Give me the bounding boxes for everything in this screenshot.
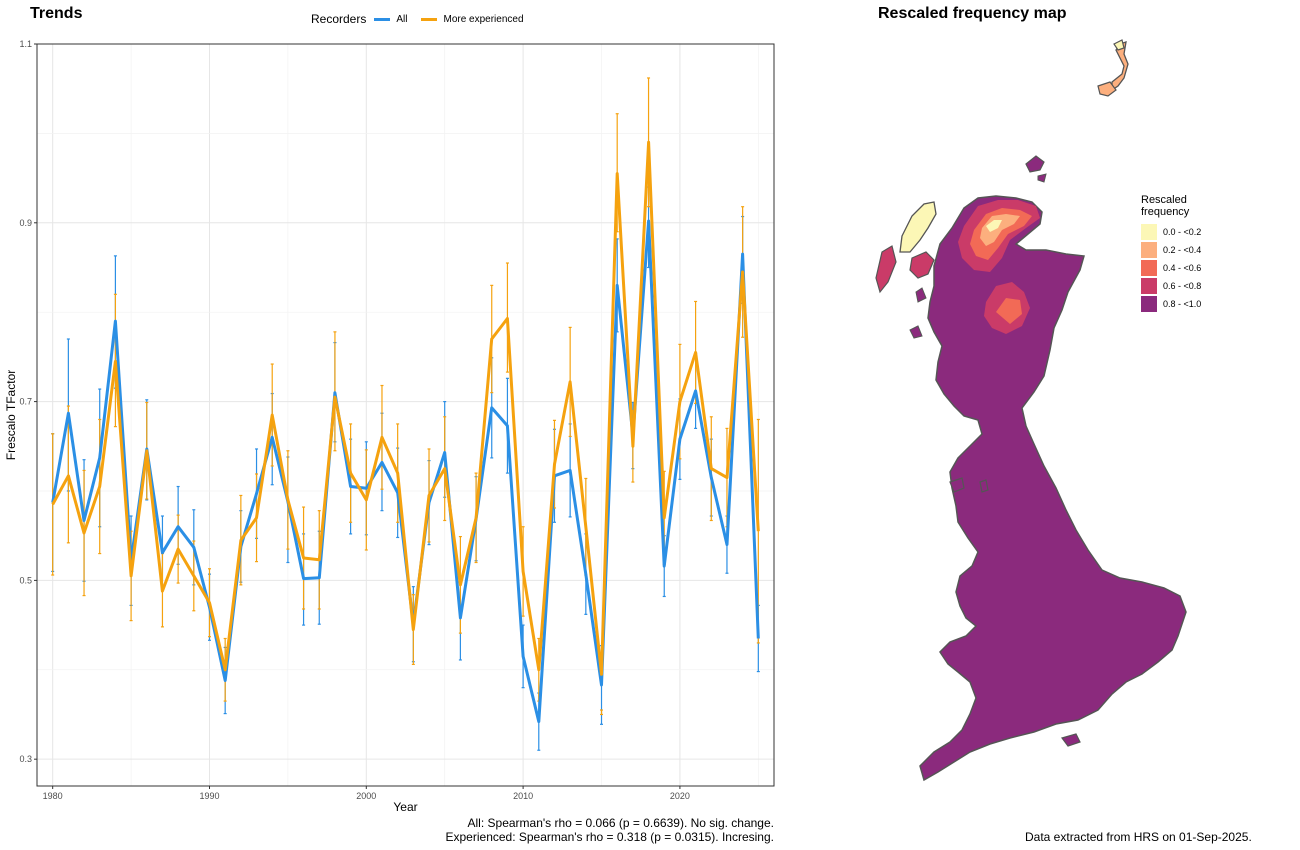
highlands-hotspot-core: [986, 220, 1002, 232]
chart-legend: Recorders All More experienced: [311, 12, 524, 26]
map-caption: Data extracted from HRS on 01-Sep-2025.: [1025, 830, 1252, 844]
isle-of-wight: [1060, 733, 1081, 747]
skye: [909, 251, 935, 279]
legend-title: Recorders: [311, 12, 367, 26]
orkney-small-island: [1037, 173, 1047, 183]
y-tick-label: 0.9: [19, 218, 32, 228]
legend-swatch-more-experienced: [421, 17, 438, 21]
map-legend-swatch: [1141, 224, 1157, 240]
outer-hebrides: [899, 201, 937, 253]
outer-hebrides-south: [875, 245, 897, 294]
map-legend-title-line1: Rescaled: [1141, 194, 1187, 206]
map-legend-swatch: [1141, 296, 1157, 312]
plot-border: [36, 43, 775, 787]
map-legend-swatch: [1141, 260, 1157, 276]
shetland-north: [1113, 39, 1125, 51]
series-line-more-experienced: [51, 140, 760, 676]
map-legend-swatch: [1141, 278, 1157, 294]
map-legend-item: 0.0 - <0.2: [1141, 223, 1201, 241]
small-western-isles: [909, 287, 927, 339]
stats-all-caption: All: Spearman's rho = 0.066 (p = 0.6639)…: [467, 816, 774, 830]
x-tick-label: 1980: [43, 791, 63, 801]
great-britain-mainland: [919, 195, 1187, 782]
y-tick-label: 0.3: [19, 754, 32, 764]
map-legend-item: 0.2 - <0.4: [1141, 241, 1201, 259]
stats-experienced-caption: Experienced: Spearman's rho = 0.318 (p =…: [445, 830, 775, 844]
series-layer: [51, 77, 760, 751]
chart-title: Trends: [30, 5, 83, 22]
shetland-south: [1097, 81, 1117, 97]
map-legend-label: 0.0 - <0.2: [1163, 227, 1202, 237]
map-legend-item: 0.4 - <0.6: [1141, 259, 1201, 277]
tick-layer: 1980 1990 2000 2010 2020 0.3 0.5 0.7 0.9 1.1: [19, 39, 689, 801]
orkney-islands: [1025, 155, 1045, 173]
x-tick-label: 2020: [670, 791, 690, 801]
map-title: Rescaled frequency map: [878, 5, 1067, 22]
map-legend-label: 0.2 - <0.4: [1163, 245, 1202, 255]
y-tick-label: 0.7: [19, 397, 32, 407]
y-axis-label: Frescalo TFactor: [4, 370, 18, 460]
map-legend-label: 0.6 - <0.8: [1163, 281, 1202, 291]
y-tick-label: 0.5: [19, 575, 32, 585]
legend-label-more-experienced: More experienced: [443, 13, 524, 25]
trend-chart: 1980 1990 2000 2010 2020 0.3 0.5 0.7 0.9 1.1 Year…: [4, 39, 775, 814]
map-legend-title-line2: frequency: [1141, 206, 1190, 218]
y-tick-label: 1.1: [19, 39, 32, 49]
map-legend: Rescaled frequency 0.0 - <0.2 0.2 - <0.4 0…: [1141, 194, 1201, 313]
isle-of-man: [979, 479, 989, 493]
x-tick-label: 1990: [199, 791, 219, 801]
x-axis-label: Year: [393, 800, 417, 814]
legend-label-all: All: [396, 13, 408, 25]
frequency-map: [875, 39, 1187, 782]
highlands-hotspot-mid: [970, 208, 1032, 260]
map-legend-item: 0.6 - <0.8: [1141, 277, 1201, 295]
x-tick-label: 2010: [513, 791, 533, 801]
map-legend-label: 0.8 - <1.0: [1163, 299, 1202, 309]
plot-panel: [37, 44, 774, 786]
shetland-islands: [1111, 41, 1129, 92]
map-legend-label: 0.4 - <0.6: [1163, 263, 1202, 273]
x-tick-label: 2000: [356, 791, 376, 801]
legend-swatch-all: [374, 17, 391, 21]
highlands-hotspot-inner: [980, 214, 1020, 246]
anglesey: [949, 477, 965, 493]
map-legend-item: 0.8 - <1.0: [1141, 295, 1201, 313]
cairngorms-hotspot-inner: [996, 298, 1022, 324]
map-legend-swatch: [1141, 242, 1157, 258]
